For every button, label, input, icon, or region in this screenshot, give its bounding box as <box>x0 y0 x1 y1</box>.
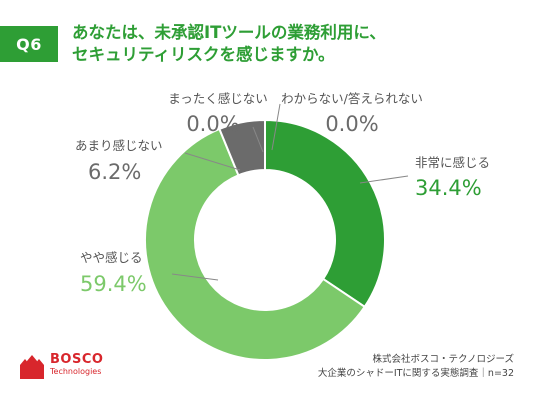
company-logo: BOSCO Technologies <box>18 353 103 379</box>
title-line-1: あなたは、未承認ITツールの業務利用に、 <box>72 23 386 42</box>
slice-not-much <box>218 118 266 177</box>
title-line-2: セキュリティリスクを感じますか。 <box>72 45 335 64</box>
leader-line-unknown <box>271 103 281 151</box>
slice-strongly <box>264 118 386 309</box>
label-value-strongly: 34.4% <box>415 176 482 200</box>
bosco-logo-icon <box>20 355 44 379</box>
leader-line-not-at-all <box>252 126 264 153</box>
label-value-somewhat: 59.4% <box>80 272 147 296</box>
label-value-not-much: 6.2% <box>88 160 141 184</box>
label-name-not-at-all: まったく感じない <box>168 91 268 106</box>
label-value-unknown: 0.0% <box>325 112 378 136</box>
label-name-unknown: わからない/答えられない <box>281 91 423 106</box>
question-badge: Q6 <box>0 26 58 62</box>
source-line-1: 株式会社ボスコ・テクノロジーズ <box>372 354 514 365</box>
source-line-2: 大企業のシャドーITに関する実態調査｜n=32 <box>317 368 514 379</box>
leader-line-somewhat <box>171 273 219 281</box>
source-note: 株式会社ボスコ・テクノロジーズ 大企業のシャドーITに関する実態調査｜n=32 <box>318 353 514 381</box>
label-name-somewhat: やや感じる <box>80 250 143 265</box>
slice-somewhat <box>144 127 367 361</box>
question-title: あなたは、未承認ITツールの業務利用に、 セキュリティリスクを感じますか。 <box>72 22 512 66</box>
leader-line-strongly <box>359 175 409 184</box>
logo-brand: BOSCO <box>50 352 104 367</box>
logo-subtitle: Technologies <box>50 367 102 376</box>
label-name-not-much: あまり感じない <box>75 138 163 153</box>
label-name-strongly: 非常に感じる <box>415 155 490 170</box>
leader-line-not-much <box>184 152 241 171</box>
label-value-not-at-all: 0.0% <box>186 112 239 136</box>
